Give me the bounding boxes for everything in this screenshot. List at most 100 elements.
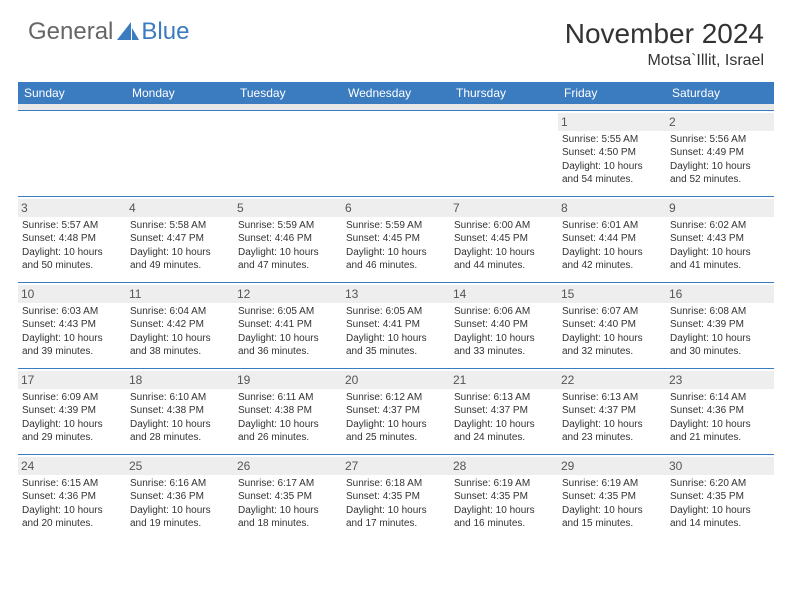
- day-number: 16: [666, 285, 774, 303]
- day-cell: 1Sunrise: 5:55 AMSunset: 4:50 PMDaylight…: [558, 110, 666, 196]
- sunrise-line: Sunrise: 6:15 AM: [22, 477, 122, 491]
- day-number: 19: [234, 371, 342, 389]
- day-number: 10: [18, 285, 126, 303]
- sunset-line: Sunset: 4:35 PM: [238, 490, 338, 504]
- sunrise-line: Sunrise: 6:16 AM: [130, 477, 230, 491]
- day-number: 7: [450, 199, 558, 217]
- day-number: 5: [234, 199, 342, 217]
- sunset-line: Sunset: 4:44 PM: [562, 232, 662, 246]
- day-cell: [126, 110, 234, 196]
- day-header-row: SundayMondayTuesdayWednesdayThursdayFrid…: [18, 82, 774, 104]
- sunrise-line: Sunrise: 6:00 AM: [454, 219, 554, 233]
- day-header: Friday: [558, 82, 666, 104]
- sunset-line: Sunset: 4:39 PM: [670, 318, 770, 332]
- day-number: 2: [666, 113, 774, 131]
- month-title: November 2024: [565, 18, 764, 50]
- week-row: 10Sunrise: 6:03 AMSunset: 4:43 PMDayligh…: [18, 282, 774, 368]
- day-cell: 23Sunrise: 6:14 AMSunset: 4:36 PMDayligh…: [666, 368, 774, 454]
- daylight-line: Daylight: 10 hours and 52 minutes.: [670, 160, 770, 187]
- sunrise-line: Sunrise: 6:19 AM: [562, 477, 662, 491]
- day-cell: 26Sunrise: 6:17 AMSunset: 4:35 PMDayligh…: [234, 454, 342, 540]
- day-number: 21: [450, 371, 558, 389]
- week-row: 17Sunrise: 6:09 AMSunset: 4:39 PMDayligh…: [18, 368, 774, 454]
- day-cell: 3Sunrise: 5:57 AMSunset: 4:48 PMDaylight…: [18, 196, 126, 282]
- sunrise-line: Sunrise: 5:57 AM: [22, 219, 122, 233]
- day-cell: 27Sunrise: 6:18 AMSunset: 4:35 PMDayligh…: [342, 454, 450, 540]
- sunrise-line: Sunrise: 6:07 AM: [562, 305, 662, 319]
- day-cell: 24Sunrise: 6:15 AMSunset: 4:36 PMDayligh…: [18, 454, 126, 540]
- day-number: 18: [126, 371, 234, 389]
- sunrise-line: Sunrise: 6:19 AM: [454, 477, 554, 491]
- day-cell: 6Sunrise: 5:59 AMSunset: 4:45 PMDaylight…: [342, 196, 450, 282]
- sunset-line: Sunset: 4:36 PM: [22, 490, 122, 504]
- sunset-line: Sunset: 4:36 PM: [130, 490, 230, 504]
- daylight-line: Daylight: 10 hours and 30 minutes.: [670, 332, 770, 359]
- day-number: 9: [666, 199, 774, 217]
- day-cell: 28 Sunrise: 6:19 AMSunset: 4:35 PMDayligh…: [450, 454, 558, 540]
- sunset-line: Sunset: 4:35 PM: [346, 490, 446, 504]
- title-block: November 2024 Motsa`Illit, Israel: [565, 18, 764, 70]
- daylight-line: Daylight: 10 hours and 44 minutes.: [454, 246, 554, 273]
- sunset-line: Sunset: 4:43 PM: [670, 232, 770, 246]
- day-cell: 22Sunrise: 6:13 AMSunset: 4:37 PMDayligh…: [558, 368, 666, 454]
- sunset-line: Sunset: 4:50 PM: [562, 146, 662, 160]
- sunset-line: Sunset: 4:35 PM: [562, 490, 662, 504]
- sunset-line: Sunset: 4:37 PM: [454, 404, 554, 418]
- sunset-line: Sunset: 4:46 PM: [238, 232, 338, 246]
- location-label: Motsa`Illit, Israel: [565, 52, 764, 70]
- day-cell: 11Sunrise: 6:04 AMSunset: 4:42 PMDayligh…: [126, 282, 234, 368]
- day-cell: 15Sunrise: 6:07 AMSunset: 4:40 PMDayligh…: [558, 282, 666, 368]
- day-cell: 25Sunrise: 6:16 AMSunset: 4:36 PMDayligh…: [126, 454, 234, 540]
- sunset-line: Sunset: 4:45 PM: [454, 232, 554, 246]
- day-header: Monday: [126, 82, 234, 104]
- daylight-line: Daylight: 10 hours and 54 minutes.: [562, 160, 662, 187]
- day-number: 14: [450, 285, 558, 303]
- daylight-line: Daylight: 10 hours and 25 minutes.: [346, 418, 446, 445]
- day-cell: 29Sunrise: 6:19 AMSunset: 4:35 PMDayligh…: [558, 454, 666, 540]
- day-number: 24: [18, 457, 126, 475]
- daylight-line: Daylight: 10 hours and 39 minutes.: [22, 332, 122, 359]
- logo-sail-icon: [117, 22, 139, 42]
- sunset-line: Sunset: 4:35 PM: [454, 490, 554, 504]
- day-cell: 30Sunrise: 6:20 AMSunset: 4:35 PMDayligh…: [666, 454, 774, 540]
- sunset-line: Sunset: 4:37 PM: [562, 404, 662, 418]
- sunset-line: Sunset: 4:42 PM: [130, 318, 230, 332]
- sunset-line: Sunset: 4:43 PM: [22, 318, 122, 332]
- day-cell: 5Sunrise: 5:59 AMSunset: 4:46 PMDaylight…: [234, 196, 342, 282]
- sunrise-line: Sunrise: 6:13 AM: [454, 391, 554, 405]
- day-number: 17: [18, 371, 126, 389]
- sunset-line: Sunset: 4:39 PM: [22, 404, 122, 418]
- sunset-line: Sunset: 4:48 PM: [22, 232, 122, 246]
- header: General Blue November 2024 Motsa`Illit, …: [0, 0, 792, 76]
- sunset-line: Sunset: 4:35 PM: [670, 490, 770, 504]
- brand-part1: General: [28, 18, 113, 46]
- daylight-line: Daylight: 10 hours and 29 minutes.: [22, 418, 122, 445]
- day-cell: 19Sunrise: 6:11 AMSunset: 4:38 PMDayligh…: [234, 368, 342, 454]
- sunrise-line: Sunrise: 6:13 AM: [562, 391, 662, 405]
- sunrise-line: Sunrise: 5:55 AM: [562, 133, 662, 147]
- sunset-line: Sunset: 4:38 PM: [130, 404, 230, 418]
- day-cell: 7 Sunrise: 6:00 AMSunset: 4:45 PMDaylight…: [450, 196, 558, 282]
- day-cell: 2Sunrise: 5:56 AMSunset: 4:49 PMDaylight…: [666, 110, 774, 196]
- day-number: 6: [342, 199, 450, 217]
- daylight-line: Daylight: 10 hours and 36 minutes.: [238, 332, 338, 359]
- sunrise-line: Sunrise: 6:02 AM: [670, 219, 770, 233]
- calendar-table: SundayMondayTuesdayWednesdayThursdayFrid…: [18, 82, 774, 540]
- sunrise-line: Sunrise: 6:05 AM: [346, 305, 446, 319]
- day-number: 15: [558, 285, 666, 303]
- sunset-line: Sunset: 4:40 PM: [562, 318, 662, 332]
- day-number: 28: [450, 457, 558, 475]
- sunrise-line: Sunrise: 6:12 AM: [346, 391, 446, 405]
- sunset-line: Sunset: 4:40 PM: [454, 318, 554, 332]
- sunrise-line: Sunrise: 5:58 AM: [130, 219, 230, 233]
- daylight-line: Daylight: 10 hours and 26 minutes.: [238, 418, 338, 445]
- daylight-line: Daylight: 10 hours and 23 minutes.: [562, 418, 662, 445]
- sunset-line: Sunset: 4:38 PM: [238, 404, 338, 418]
- day-cell: [342, 110, 450, 196]
- day-cell: 13Sunrise: 6:05 AMSunset: 4:41 PMDayligh…: [342, 282, 450, 368]
- day-header: Thursday: [450, 82, 558, 104]
- day-cell: 8Sunrise: 6:01 AMSunset: 4:44 PMDaylight…: [558, 196, 666, 282]
- daylight-line: Daylight: 10 hours and 49 minutes.: [130, 246, 230, 273]
- daylight-line: Daylight: 10 hours and 16 minutes.: [454, 504, 554, 531]
- day-cell: [450, 110, 558, 196]
